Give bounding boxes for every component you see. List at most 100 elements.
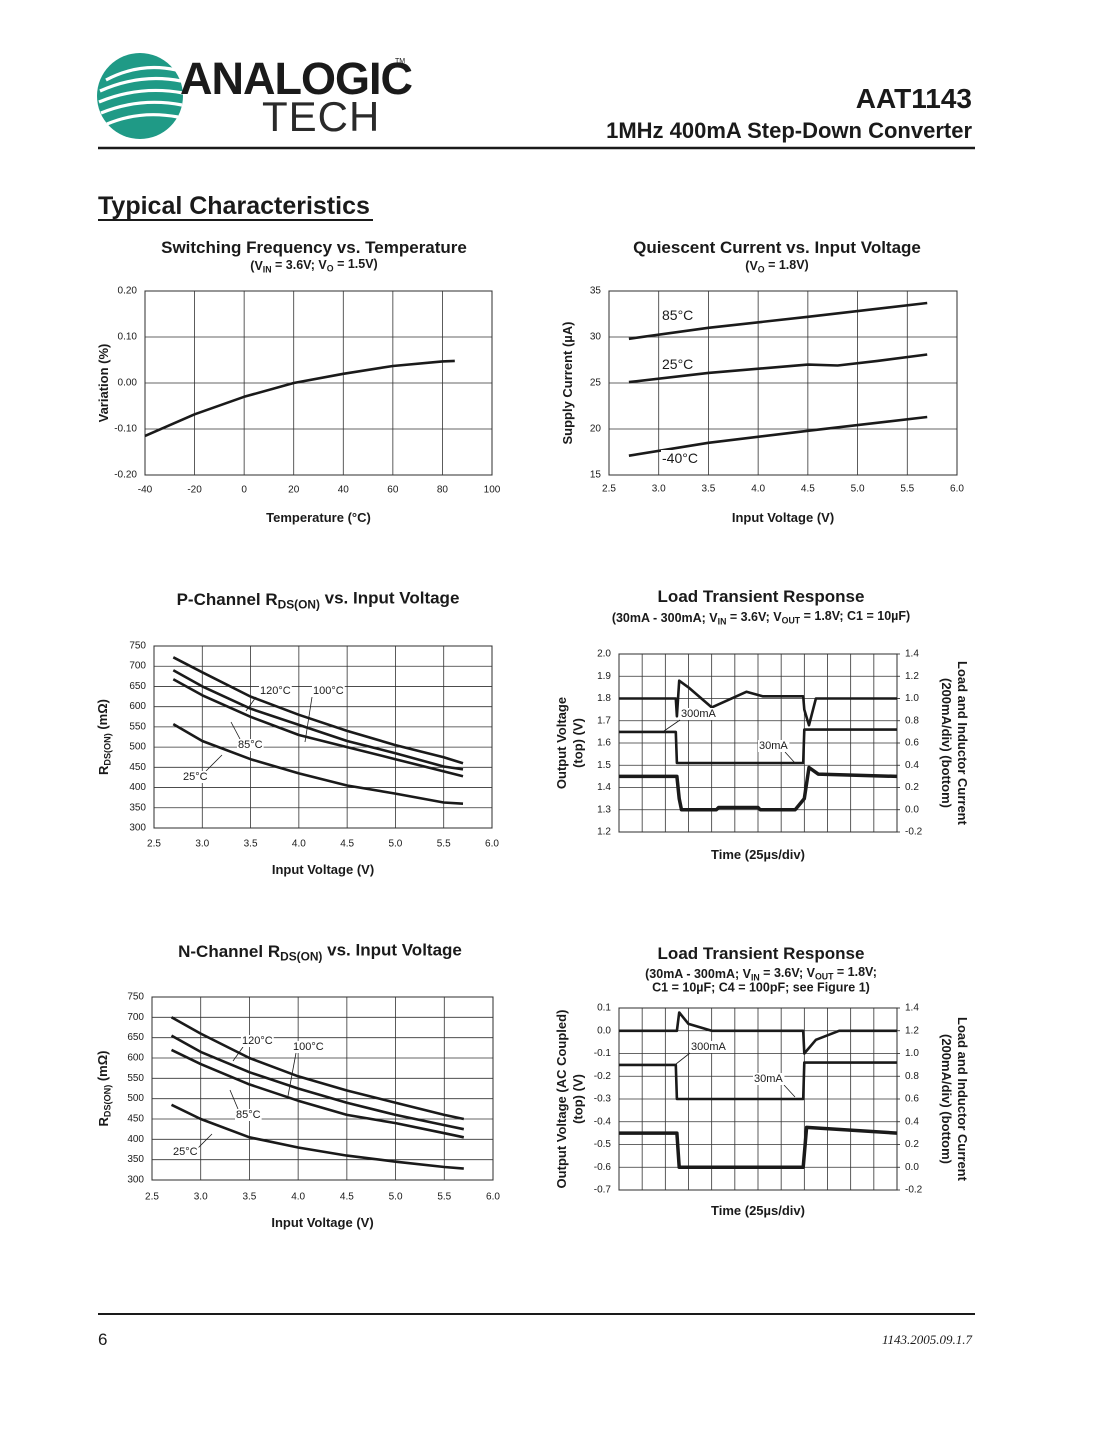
y2-tick-label: 1.0 bbox=[905, 1048, 919, 1059]
x-tick-label: 5.5 bbox=[437, 1192, 451, 1203]
y-tick-label: 1.4 bbox=[597, 782, 611, 793]
y-tick-label: 450 bbox=[129, 762, 146, 773]
text-part: (30mA - 300mA; V bbox=[645, 967, 751, 981]
curve bbox=[172, 656, 464, 765]
x-axis-label: Temperature (°C) bbox=[266, 510, 371, 525]
x-tick-label: 3.0 bbox=[194, 1192, 208, 1203]
text-part: P-Channel R bbox=[177, 590, 278, 609]
text-part: IN bbox=[751, 973, 760, 983]
text-part: O bbox=[758, 265, 765, 275]
curve bbox=[619, 679, 897, 727]
y2-tick-label: -0.2 bbox=[905, 1185, 923, 1196]
curve bbox=[619, 765, 898, 812]
label-background bbox=[690, 1041, 728, 1053]
x-tick-label: 60 bbox=[387, 485, 399, 496]
y-tick-label: 0.1 bbox=[597, 1003, 611, 1014]
y-tick-label: 300 bbox=[127, 1175, 144, 1186]
curve bbox=[170, 1034, 465, 1131]
y2-tick-label: 1.2 bbox=[905, 1025, 919, 1036]
chart-subtitle: (VIN = 3.6V; VO = 1.5V) bbox=[250, 257, 377, 275]
leader-line bbox=[287, 1052, 297, 1097]
curve-label: 25°C bbox=[173, 1146, 198, 1158]
y-tick-label: -0.7 bbox=[594, 1185, 612, 1196]
x-tick-label: 3.0 bbox=[652, 484, 666, 495]
y2-tick-label: 0.4 bbox=[905, 1116, 919, 1127]
x-tick-label: 6.0 bbox=[950, 484, 964, 495]
leader-line bbox=[245, 696, 257, 712]
label-background bbox=[758, 740, 790, 752]
product-name: AAT1143 bbox=[856, 83, 972, 114]
text-line: (200mA/div) (bottom) bbox=[939, 1034, 954, 1164]
label-background bbox=[237, 739, 264, 751]
leader-line bbox=[229, 1089, 239, 1110]
label-background bbox=[259, 685, 292, 697]
x-axis-label: Time (25µs/div) bbox=[711, 847, 805, 862]
curve bbox=[619, 1061, 897, 1101]
y2-tick-label: 1.0 bbox=[905, 693, 919, 704]
y-tick-label: 25 bbox=[590, 378, 602, 389]
page-number: 6 bbox=[98, 1330, 107, 1349]
chart-subtitle: (VO = 1.8V) bbox=[745, 258, 808, 275]
y2-tick-label: 0.6 bbox=[905, 738, 919, 749]
x-tick-label: 2.5 bbox=[145, 1192, 159, 1203]
curve-label: 100°C bbox=[293, 1041, 324, 1053]
label-background bbox=[235, 1109, 262, 1121]
x-tick-label: 20 bbox=[288, 485, 300, 496]
y2-axis-label: Load and Inductor Current(200mA/div) (bo… bbox=[939, 661, 970, 826]
label-background bbox=[661, 356, 695, 372]
y-tick-label: -0.10 bbox=[114, 424, 137, 435]
y-tick-label: 1.5 bbox=[597, 760, 611, 771]
curve-label: 120°C bbox=[260, 685, 291, 697]
x-tick-label: 5.5 bbox=[900, 484, 914, 495]
y-axis-label: Supply Current (µA) bbox=[560, 321, 575, 444]
text-line: Output Voltage bbox=[554, 697, 569, 789]
x-tick-label: 3.5 bbox=[242, 1192, 256, 1203]
text-part: OUT bbox=[815, 972, 834, 982]
curve-label: 30mA bbox=[754, 1073, 783, 1085]
y-tick-label: 650 bbox=[127, 1032, 144, 1043]
curve bbox=[628, 301, 928, 341]
y-tick-label: 0.20 bbox=[118, 286, 138, 297]
curve bbox=[172, 678, 464, 778]
y-tick-label: 15 bbox=[590, 470, 602, 481]
y-axis-label: Output Voltage(top) (V) bbox=[554, 697, 585, 789]
y2-tick-label: -0.2 bbox=[905, 827, 923, 838]
leader-line bbox=[197, 1133, 213, 1149]
logo-stripes bbox=[98, 65, 184, 126]
y-tick-label: 1.8 bbox=[597, 693, 611, 704]
section-title: Typical Characteristics bbox=[98, 192, 370, 220]
leader-line bbox=[675, 1052, 691, 1065]
curve-label: 85°C bbox=[238, 739, 263, 751]
text-part: OUT bbox=[782, 616, 801, 626]
label-background bbox=[312, 685, 345, 697]
label-background bbox=[172, 1146, 199, 1158]
y2-tick-label: 0.0 bbox=[905, 804, 919, 815]
x-tick-label: 3.5 bbox=[244, 839, 258, 850]
text-part: (V bbox=[250, 259, 263, 273]
text-line: (top) (V) bbox=[570, 1074, 585, 1124]
y-axis-label: RDS(ON) (mΩ) bbox=[95, 1051, 113, 1127]
curve-label: 300mA bbox=[691, 1041, 727, 1053]
y-tick-label: 400 bbox=[129, 782, 146, 793]
x-tick-label: 4.0 bbox=[291, 1192, 305, 1203]
y2-tick-label: 0.2 bbox=[905, 1139, 919, 1150]
y-tick-label: 450 bbox=[127, 1114, 144, 1125]
y-tick-label: 300 bbox=[129, 823, 146, 834]
x-tick-label: 5.0 bbox=[388, 839, 402, 850]
x-tick-label: 100 bbox=[484, 485, 501, 496]
logo-word: TECH bbox=[262, 93, 380, 140]
y-axis-label: Output Voltage (AC Coupled)(top) (V) bbox=[554, 1010, 585, 1189]
label-background bbox=[680, 708, 718, 720]
text-part: = 3.6V; V bbox=[760, 966, 816, 980]
y-tick-label: -0.5 bbox=[594, 1139, 612, 1150]
y-tick-label: 1.6 bbox=[597, 738, 611, 749]
label-background bbox=[292, 1041, 325, 1053]
x-tick-label: 4.0 bbox=[751, 484, 765, 495]
y-tick-label: -0.20 bbox=[114, 470, 137, 481]
text-part: R bbox=[96, 765, 111, 775]
curve-label: 100°C bbox=[313, 685, 344, 697]
text-line: Load and Inductor Current bbox=[955, 1017, 970, 1182]
y-tick-label: 600 bbox=[127, 1053, 144, 1064]
y-tick-label: 0.10 bbox=[118, 332, 138, 343]
